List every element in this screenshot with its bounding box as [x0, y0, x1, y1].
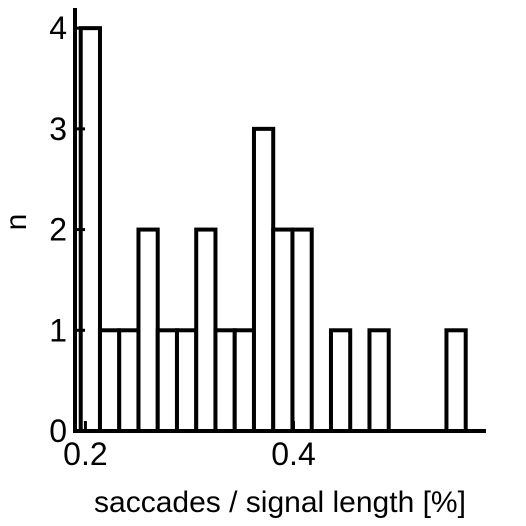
histogram-bar: [155, 328, 179, 433]
x-axis-label: saccades / signal length [%]: [94, 486, 466, 519]
histogram-bar: [328, 328, 353, 433]
x-tick-label: 0.2: [63, 436, 107, 472]
x-tick-label: 0.4: [271, 436, 315, 472]
histogram-bar: [290, 227, 314, 433]
x-ticks-layer: 0.2 0.4: [63, 421, 316, 472]
histogram-bar: [213, 328, 237, 433]
histogram-bar: [117, 328, 141, 433]
histogram-bar: [194, 227, 218, 433]
histogram-bar: [367, 328, 391, 433]
y-tick-label: 0: [49, 413, 67, 449]
histogram-bar: [251, 126, 276, 433]
histogram-bar: [271, 227, 295, 433]
y-ticks-layer: 0 1 2 3 4: [49, 10, 85, 449]
histogram-bar: [232, 328, 256, 433]
y-tick-label: 4: [49, 10, 67, 46]
axes-layer: [73, 8, 486, 433]
y-tick-label: 2: [49, 212, 67, 248]
bars-layer: [78, 26, 468, 434]
y-axis-label: n: [0, 214, 33, 231]
histogram-bar: [97, 328, 122, 433]
y-tick-label: 3: [49, 111, 67, 147]
histogram-bar: [174, 328, 199, 433]
histogram-bar: [444, 328, 468, 433]
y-tick-label: 1: [49, 312, 67, 348]
histogram-bar: [136, 227, 160, 433]
